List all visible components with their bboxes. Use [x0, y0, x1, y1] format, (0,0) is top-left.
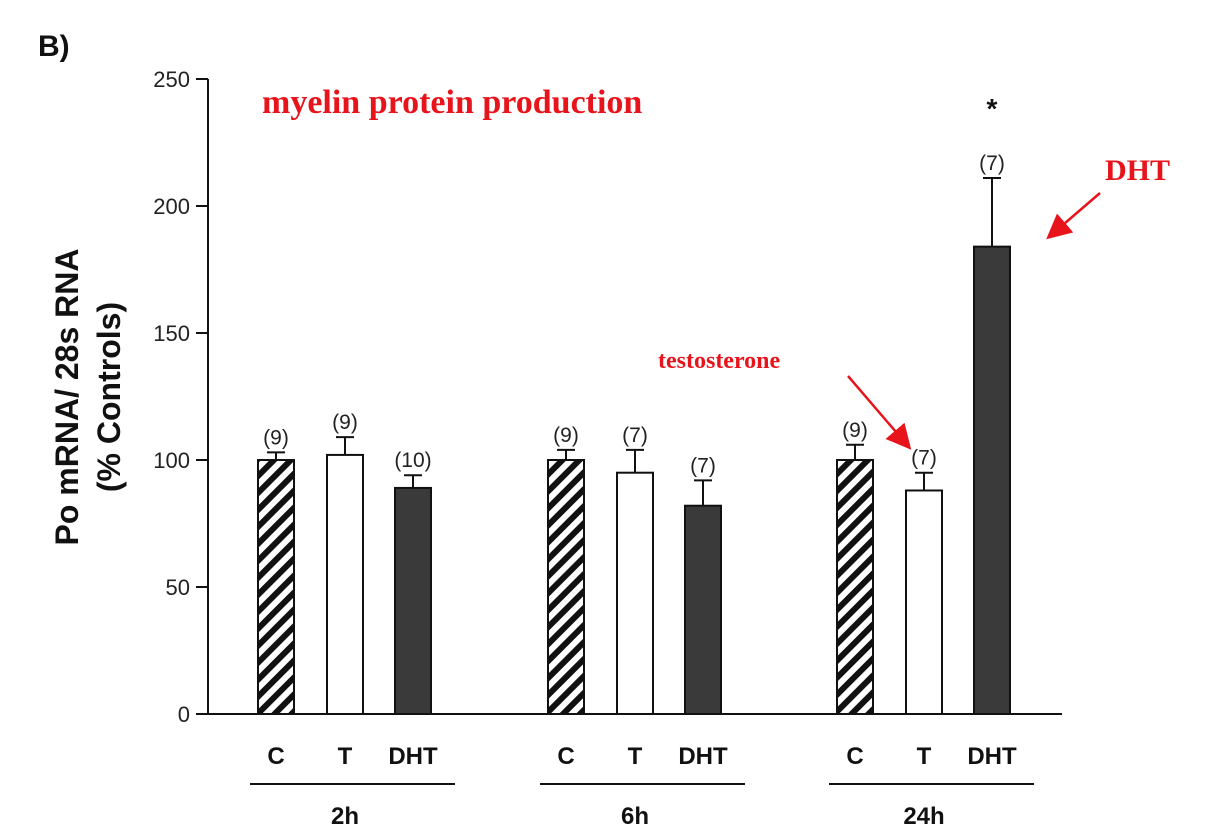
bar — [547, 459, 585, 715]
bar — [326, 453, 364, 715]
category-label: T — [338, 743, 353, 770]
y-tick-label: 150 — [153, 321, 190, 346]
category-label: T — [628, 743, 643, 770]
bars — [257, 177, 1011, 716]
sample-size-label: (10) — [394, 449, 431, 472]
significance-marker: * — [987, 93, 998, 124]
bar — [836, 459, 874, 715]
y-tick-label: 50 — [166, 575, 190, 600]
category-label: C — [267, 743, 284, 770]
category-label: DHT — [678, 743, 728, 770]
bar — [394, 486, 432, 715]
y-tick-label: 100 — [153, 448, 190, 473]
group-label: 24h — [903, 803, 944, 830]
bar — [257, 459, 295, 715]
sample-size-label: (9) — [553, 424, 579, 447]
y-tick-label: 250 — [153, 67, 190, 92]
arrow-dht — [1046, 192, 1101, 240]
sample-size-label: (9) — [332, 411, 358, 434]
arrow-testosterone — [847, 375, 912, 450]
bar — [684, 504, 722, 715]
sample-size-label: (9) — [842, 419, 868, 442]
bar — [973, 245, 1011, 715]
bar — [616, 471, 654, 716]
sample-size-label: (7) — [911, 447, 937, 470]
bar-labels: (9) (9) (10) (9) (7) (7) (9) (7) (7) * — [263, 93, 1005, 477]
sample-size-label: (7) — [979, 152, 1005, 175]
group-labels: C T DHT 2h C T DHT 6h C T DHT 24h — [250, 743, 1034, 830]
annotation-testosterone: testosterone — [658, 348, 781, 374]
sample-size-label: (7) — [690, 454, 716, 477]
y-tick-label: 200 — [153, 194, 190, 219]
bar — [905, 489, 943, 716]
category-label: C — [557, 743, 574, 770]
category-label: DHT — [967, 743, 1017, 770]
panel-label: B) — [38, 30, 70, 63]
sample-size-label: (9) — [263, 426, 289, 449]
y-tick-label: 0 — [178, 702, 190, 727]
y-axis-title: Po mRNA/ 28s RNA (% Controls) — [49, 249, 127, 546]
category-label: C — [846, 743, 863, 770]
annotations: testosterone DHT — [658, 154, 1170, 450]
annotation-dht: DHT — [1105, 154, 1170, 187]
category-label: DHT — [388, 743, 438, 770]
chart-title: myelin protein production — [262, 84, 642, 121]
group-label: 2h — [331, 803, 359, 830]
sample-size-label: (7) — [622, 424, 648, 447]
y-axis-label-line1: Po mRNA/ 28s RNA — [49, 249, 85, 546]
group-label: 6h — [621, 803, 649, 830]
y-axis-label-line2: (% Controls) — [91, 302, 127, 492]
category-label: T — [917, 743, 932, 770]
